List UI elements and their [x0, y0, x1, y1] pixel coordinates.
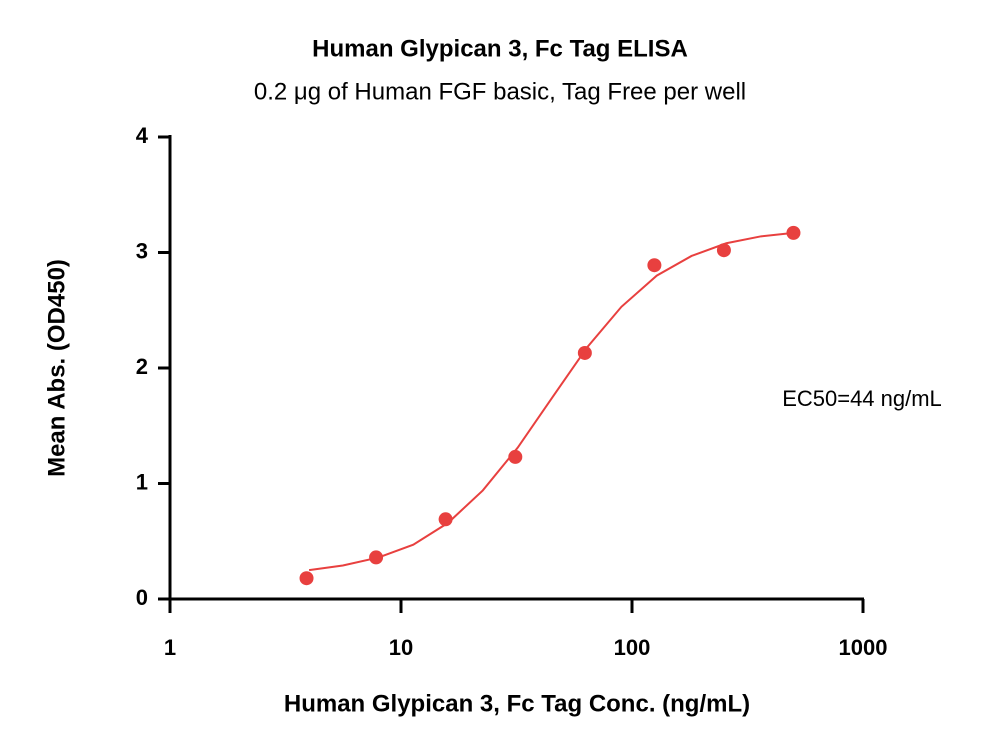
x-tick-label: 1	[164, 635, 176, 660]
chart-subtitle: 0.2 μg of Human FGF basic, Tag Free per …	[254, 78, 746, 105]
data-point	[786, 225, 801, 240]
y-axis-label: Mean Abs. (OD450)	[43, 259, 70, 477]
annotation: EC50=44 ng/mL	[782, 386, 942, 411]
data-point	[299, 571, 314, 586]
fit-curve	[308, 231, 794, 572]
x-tick-label: 100	[614, 635, 651, 660]
y-tick-label: 4	[136, 123, 149, 148]
y-tick-label: 3	[136, 238, 148, 263]
data-point	[716, 243, 731, 258]
x-tick-label: 10	[389, 635, 413, 660]
y-tick-label: 2	[136, 354, 148, 379]
x-tick-label: 1000	[839, 635, 888, 660]
data-point	[647, 258, 662, 273]
x-axis-label: Human Glypican 3, Fc Tag Conc. (ng/mL)	[284, 690, 750, 717]
chart-title: Human Glypican 3, Fc Tag ELISA	[312, 35, 688, 62]
y-tick-label: 1	[136, 469, 148, 494]
y-tick-label: 0	[136, 585, 148, 610]
